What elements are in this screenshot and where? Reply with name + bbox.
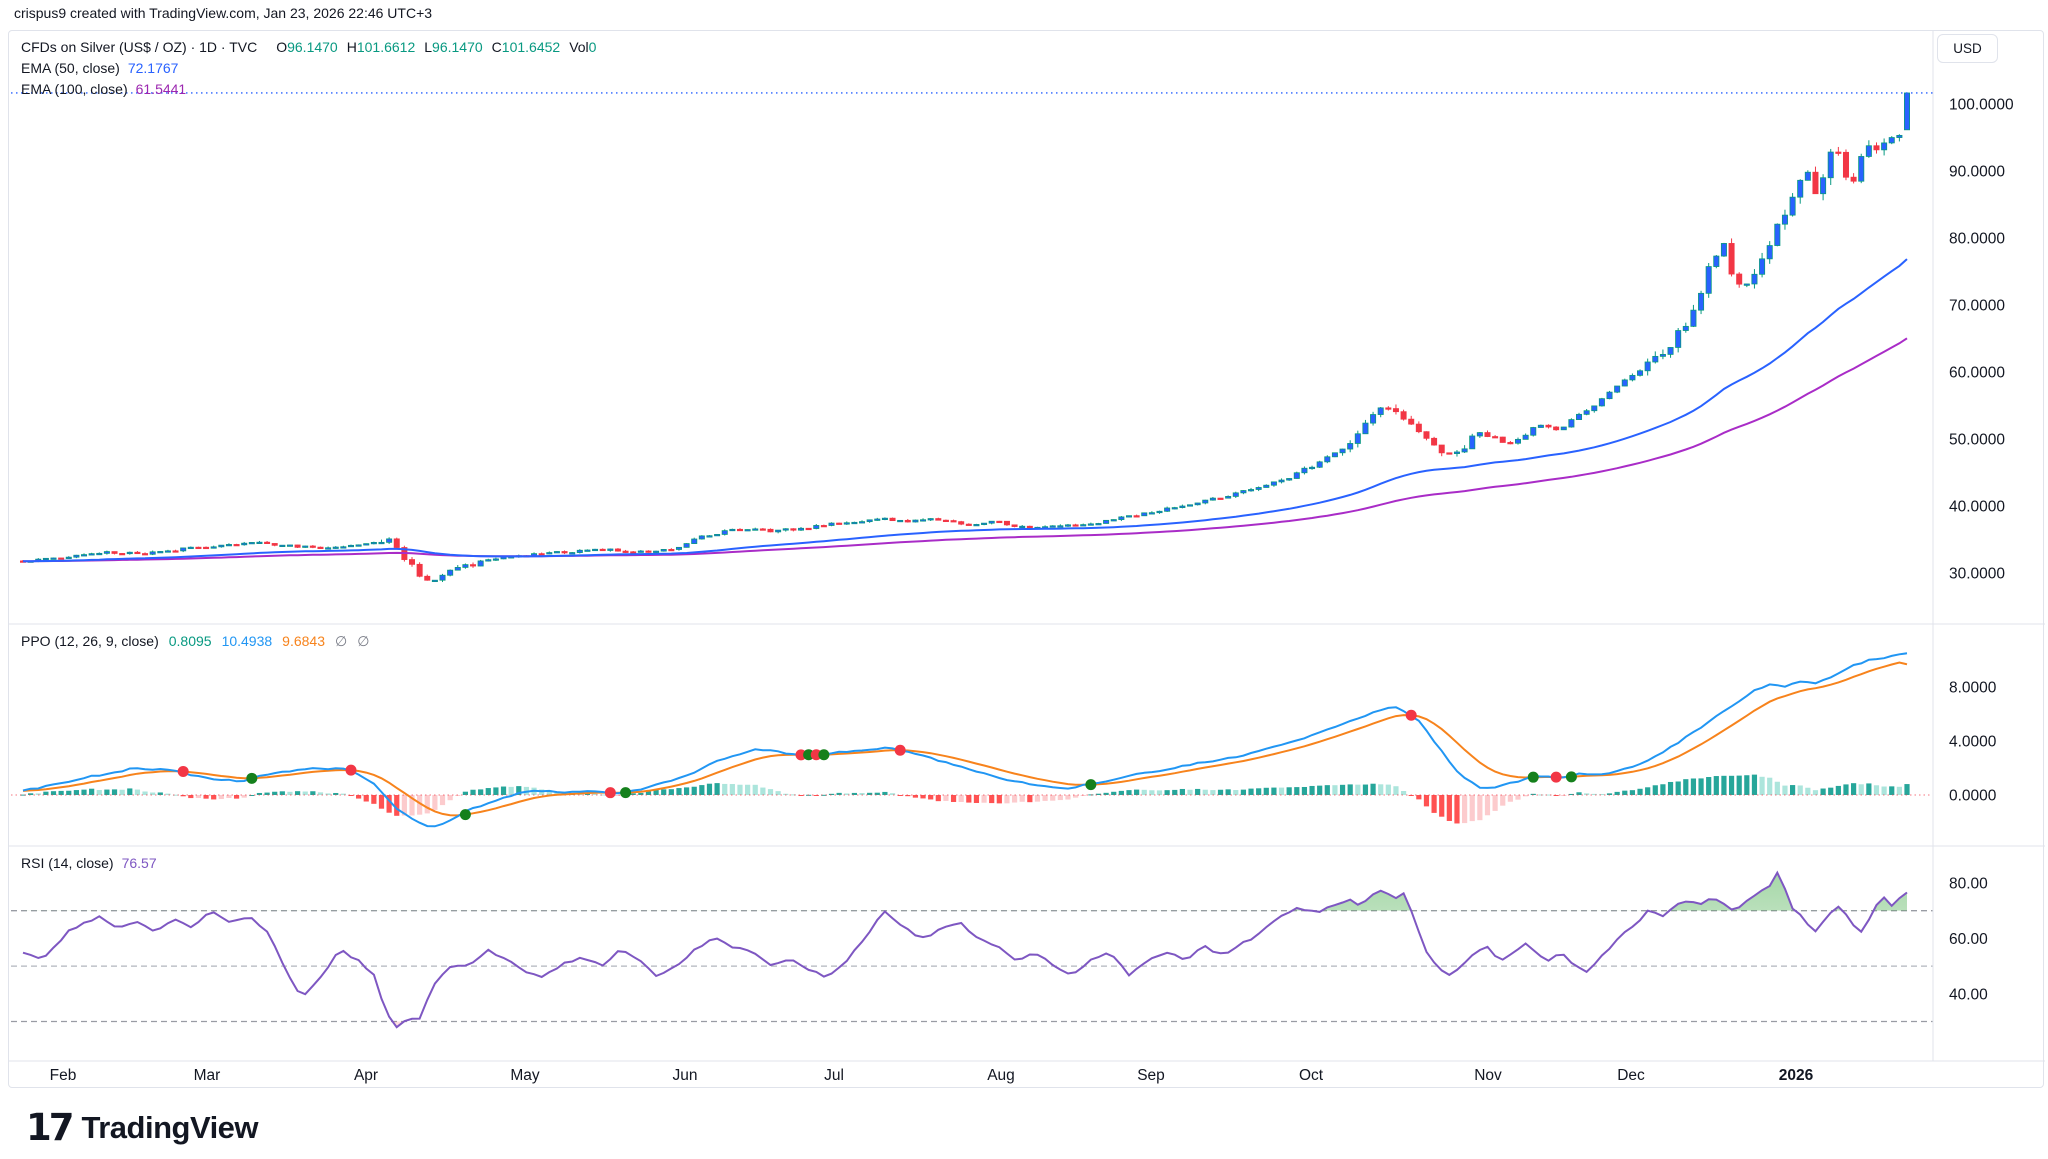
svg-text:50.0000: 50.0000: [1949, 432, 2005, 449]
close-label: C: [491, 39, 502, 55]
ppo-title: PPO (12, 26, 9, close): [21, 633, 159, 649]
svg-text:Nov: Nov: [1474, 1067, 1502, 1084]
ppo-legend: PPO (12, 26, 9, close) 0.8095 10.4938 9.684…: [21, 631, 369, 651]
close-value: 101.6452: [501, 39, 561, 55]
svg-text:80.00: 80.00: [1949, 876, 1988, 893]
ema100-label: EMA (100, close): [21, 81, 128, 97]
ppo-hist-value: 0.8095: [168, 633, 212, 649]
svg-text:0.0000: 0.0000: [1949, 788, 1997, 805]
chart-canvas[interactable]: 100.0000 90.0000 80.0000 70.0000 60.0000 50.0…: [9, 31, 2045, 1087]
svg-text:Jul: Jul: [824, 1067, 844, 1084]
ppo-line-value: 10.4938: [221, 633, 273, 649]
svg-text:Sep: Sep: [1137, 1067, 1165, 1084]
low-value: 96.1470: [432, 39, 483, 55]
currency-button[interactable]: USD: [1937, 34, 1998, 63]
ema100-value: 61.5441: [135, 81, 187, 97]
svg-text:May: May: [510, 1067, 540, 1084]
ppo-signal-value: 9.6843: [282, 633, 325, 649]
svg-text:Apr: Apr: [354, 1067, 378, 1084]
high-label: H: [346, 39, 357, 55]
svg-text:Dec: Dec: [1617, 1067, 1645, 1084]
tradingview-logo-text: TradingView: [81, 1109, 259, 1145]
rsi-value: 76.57: [121, 855, 157, 871]
empty-set-icon: ∅: [357, 633, 370, 649]
rsi-title: RSI (14, close): [21, 855, 114, 871]
svg-text:30.0000: 30.0000: [1949, 566, 2005, 583]
svg-text:40.00: 40.00: [1949, 986, 1988, 1003]
svg-text:Aug: Aug: [987, 1067, 1015, 1084]
svg-text:90.0000: 90.0000: [1949, 164, 2005, 181]
svg-text:40.0000: 40.0000: [1949, 499, 2005, 516]
svg-text:70.0000: 70.0000: [1949, 298, 2005, 315]
empty-set-icon: ∅: [335, 633, 348, 649]
rsi-legend: RSI (14, close) 76.57: [21, 853, 157, 873]
svg-text:60.00: 60.00: [1949, 931, 1988, 948]
main-symbol-legend: CFDs on Silver (US$ / OZ) · 1D · TVC O96.…: [21, 37, 596, 100]
svg-text:Jun: Jun: [673, 1067, 698, 1084]
chart-card: 100.0000 90.0000 80.0000 70.0000 60.0000 50.0…: [8, 30, 2045, 1088]
svg-text:Feb: Feb: [50, 1067, 77, 1084]
svg-text:4.0000: 4.0000: [1949, 734, 1997, 751]
svg-text:60.0000: 60.0000: [1949, 365, 2005, 382]
tradingview-logo[interactable]: 17 TradingView: [26, 1106, 259, 1149]
symbol-title: CFDs on Silver (US$ / OZ) · 1D · TVC: [21, 39, 258, 55]
high-value: 101.6612: [356, 39, 416, 55]
volume-value: 0: [588, 39, 597, 55]
svg-text:2026: 2026: [1779, 1067, 1814, 1084]
open-value: 96.1470: [287, 39, 338, 55]
svg-text:Mar: Mar: [194, 1067, 221, 1084]
svg-text:8.0000: 8.0000: [1949, 680, 1997, 697]
svg-text:Oct: Oct: [1299, 1067, 1324, 1084]
attribution-text: crispus9 created with TradingView.com, J…: [14, 5, 433, 21]
svg-text:80.0000: 80.0000: [1949, 231, 2005, 248]
volume-label: Vol: [569, 39, 589, 55]
tradingview-logo-icon: 17: [26, 1106, 74, 1149]
ema50-label: EMA (50, close): [21, 60, 120, 76]
open-label: O: [276, 39, 288, 55]
low-label: L: [424, 39, 433, 55]
ema50-value: 72.1767: [127, 60, 179, 76]
svg-text:100.0000: 100.0000: [1949, 97, 2014, 114]
